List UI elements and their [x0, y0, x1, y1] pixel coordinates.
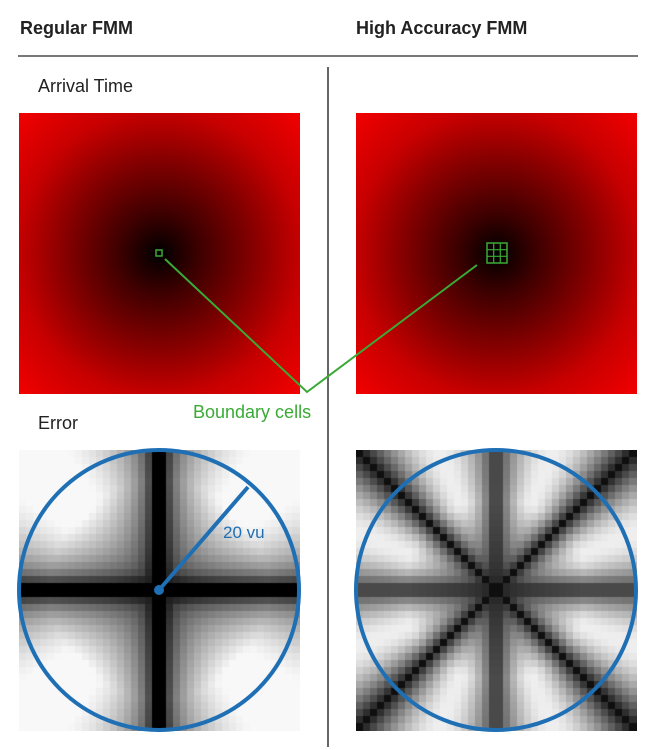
- arrival-time-high-accuracy-image: [356, 113, 637, 394]
- error-label: Error: [38, 413, 78, 433]
- boundary-cells-label: Boundary cells: [193, 402, 312, 422]
- regular-fmm-title: Regular FMM: [20, 18, 134, 38]
- arrival-time-regular-image: [19, 113, 300, 394]
- error-regular-image: [19, 450, 300, 731]
- error-regular-canvas: [19, 450, 300, 731]
- high-accuracy-fmm-title: High Accuracy FMM: [356, 18, 528, 38]
- header-rule: [18, 55, 638, 57]
- error-high-accuracy-canvas: [356, 450, 637, 731]
- error-high-accuracy-image: [356, 450, 637, 731]
- arrival-time-label: Arrival Time: [38, 76, 134, 96]
- column-divider: [327, 67, 329, 747]
